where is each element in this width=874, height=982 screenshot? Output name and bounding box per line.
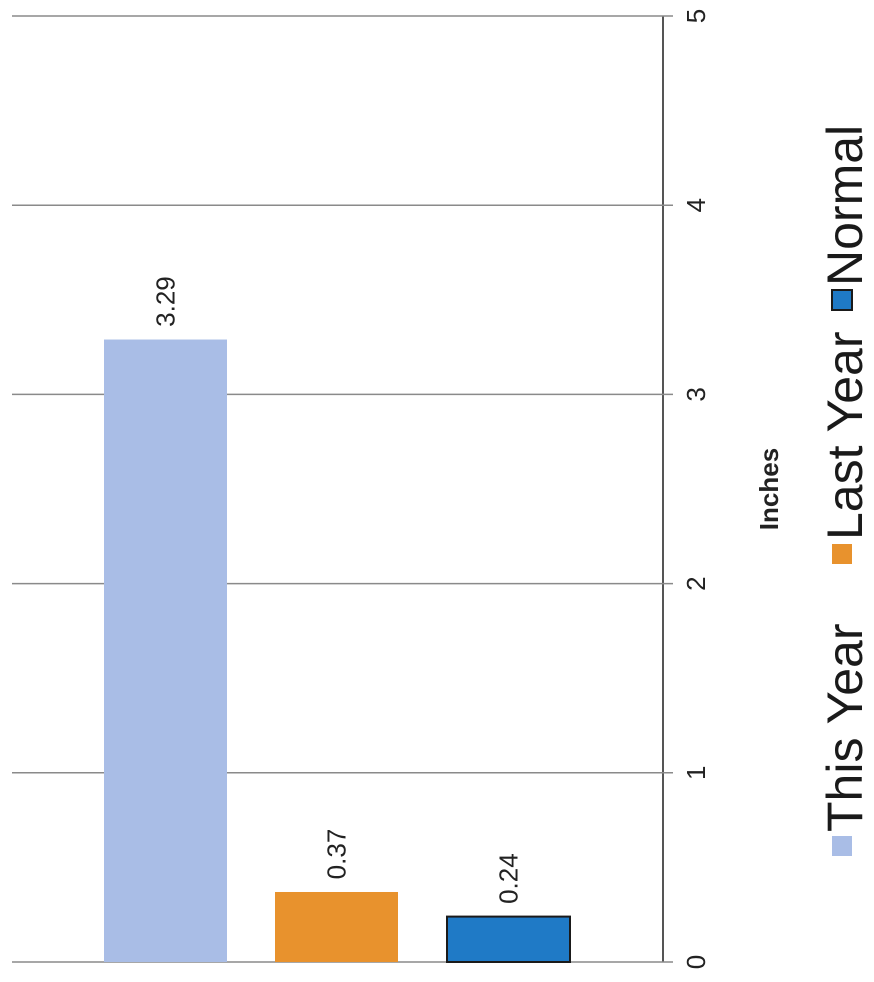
data-label: 0.24 bbox=[494, 853, 524, 904]
legend-swatch bbox=[832, 544, 852, 564]
legend: This Year Last Year Normal bbox=[817, 125, 873, 856]
x-axis-title: Inches bbox=[754, 448, 784, 530]
chart-plot-area: 0 1 2 3 4 5 3.29 0.37 0.24 Inches This Year Last… bbox=[12, 9, 873, 969]
legend-swatch bbox=[831, 289, 853, 311]
data-labels: 3.29 0.37 0.24 bbox=[151, 276, 524, 904]
tick-label: 5 bbox=[681, 9, 711, 23]
bar-this-year bbox=[104, 339, 227, 962]
legend-label: Last Year bbox=[817, 331, 873, 540]
bars bbox=[104, 339, 571, 963]
legend-label: Normal bbox=[817, 125, 873, 286]
tick-label: 2 bbox=[681, 576, 711, 590]
data-label: 0.37 bbox=[322, 829, 352, 880]
legend-swatch bbox=[832, 836, 852, 856]
bar-last-year bbox=[275, 891, 398, 962]
bar-normal bbox=[446, 915, 571, 963]
tick-label: 3 bbox=[681, 387, 711, 401]
legend-label: This Year bbox=[817, 624, 873, 832]
tick-label: 0 bbox=[681, 955, 711, 969]
tick-label: 4 bbox=[681, 198, 711, 212]
data-label: 3.29 bbox=[151, 276, 181, 327]
tick-label: 1 bbox=[681, 766, 711, 780]
tick-labels: 0 1 2 3 4 5 bbox=[681, 9, 711, 969]
